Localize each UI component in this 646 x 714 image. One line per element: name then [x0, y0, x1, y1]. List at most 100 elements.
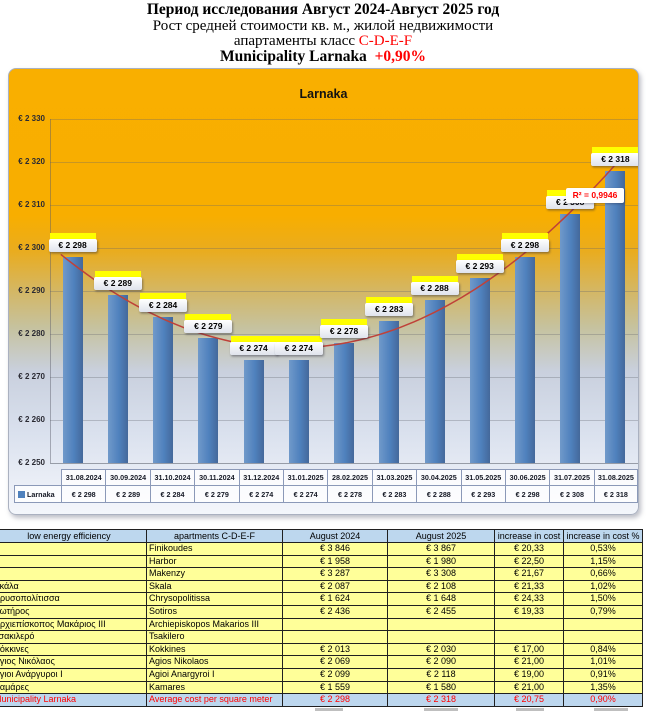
y-gridline: [50, 119, 638, 120]
table-cell: Άγιοι Ανάργυροι Ι: [0, 667, 147, 682]
data-label: € 2 279: [184, 314, 233, 334]
table-cell: 0,90%: [563, 693, 643, 707]
category-label: 31.10.2024: [149, 469, 195, 485]
table-row: Municipality Larnaka Average cost per squ…: [0, 693, 643, 707]
table-cell: 1,35%: [563, 680, 643, 695]
bar: [605, 170, 626, 463]
data-label: € 2 289: [93, 271, 142, 291]
table-cell: [0, 554, 147, 569]
data-label-value: € 2 283: [365, 303, 414, 317]
table-cell: € 1 580: [387, 680, 495, 695]
y-axis-tick-label: € 2 270: [18, 372, 45, 381]
data-label-value: € 2 284: [139, 298, 188, 312]
table-cell: € 1 648: [387, 592, 495, 606]
data-label-value: € 2 278: [320, 324, 368, 338]
y-axis-tick-label: € 2 290: [18, 286, 45, 295]
table-cell: [563, 630, 643, 644]
table-cell: [0, 567, 147, 581]
data-label-value: € 2 279: [184, 320, 233, 334]
change-percent: +0,90%: [374, 48, 427, 65]
table-cell: € 21,00: [494, 680, 564, 695]
table-row: ΣωτήροςSotiros€ 2 436€ 2 455€ 19,330,79%: [0, 604, 643, 619]
table-cell: [282, 617, 388, 632]
legend-value: € 2 298: [61, 485, 106, 503]
data-label: € 2 318: [591, 146, 638, 166]
table-cell: € 2 069: [282, 655, 388, 669]
legend-value: € 2 298: [504, 485, 550, 503]
table-cell: € 2 436: [282, 604, 388, 619]
data-label: € 2 274: [229, 335, 278, 355]
table-cell: € 21,00: [494, 655, 564, 669]
bar: [334, 342, 354, 463]
table-cell: Τσακιλερό: [0, 630, 147, 644]
table-cell: € 17,00: [494, 642, 564, 657]
table-row: ΚόκκινεςKokkines€ 2 013€ 2 030€ 17,000,8…: [0, 642, 643, 657]
y-gridline: [50, 162, 638, 163]
table-cell: € 20,75: [494, 693, 564, 707]
table-cell: 0,91%: [563, 667, 643, 682]
table-cell: € 19,00: [494, 667, 564, 682]
chart: Larnaka R² = 0,9946 31.08.2024 30.09.2024…: [8, 68, 639, 515]
table-row: ΣκάλαSkala€ 2 087€ 2 108€ 21,331,02%: [0, 579, 643, 594]
table-cell: € 2 013: [282, 642, 388, 657]
data-label-value: € 2 274: [229, 341, 278, 355]
data-label: € 2 293: [455, 254, 504, 274]
category-label: 28.02.2025: [327, 469, 372, 485]
r-squared-label: R² = 0,9946: [566, 188, 624, 203]
legend-series-name: Larnaka: [27, 489, 55, 499]
bar: [153, 316, 174, 463]
table-row: ΚαμάρεςKamares€ 1 559€ 1 580€ 21,001,35%: [0, 680, 643, 695]
bar: [107, 295, 128, 463]
table-cell: 1,02%: [563, 579, 643, 594]
chart-data-table: 31.08.2024 30.09.2024 31.10.2024 30.11.2024…: [14, 469, 638, 503]
table-cell: € 1 980: [387, 554, 495, 569]
cut-off-row-fragment: [315, 708, 343, 711]
legend-value: € 2 288: [416, 485, 461, 503]
table-row: Χρυσοπολίτισσα Chrysopolitissa € 1 624 € 1 …: [0, 592, 643, 606]
bar: [514, 256, 535, 463]
y-gridline: [50, 463, 638, 464]
table-cell: Kamares: [146, 680, 283, 695]
category-label: 30.04.2025: [416, 469, 461, 485]
table-cell: Κόκκινες: [0, 642, 147, 657]
district-price-table: low energy efficiency apartments C-D-E-F A…: [0, 529, 643, 707]
table-cell: Chrysopolitissa: [146, 592, 283, 606]
y-axis-tick-label: € 2 300: [18, 243, 45, 252]
table-cell: € 2 318: [387, 693, 495, 707]
data-label-value: € 2 298: [500, 238, 549, 252]
y-axis-tick-label: € 2 260: [18, 415, 45, 424]
category-label: 31.01.2025: [282, 469, 328, 485]
table-cell: Finikoudes: [146, 542, 283, 556]
table-row: Άγιοι Ανάργυροι Ι Agioi Anargyroi I € 2 09…: [0, 667, 643, 682]
bar: [198, 338, 219, 463]
data-label-value: € 2 288: [410, 281, 459, 295]
apartment-class-value: C-D-E-F: [358, 33, 413, 49]
category-label: 31.12.2024: [238, 469, 283, 485]
table-cell: € 2 455: [387, 604, 495, 619]
table-cell: Καμάρες: [0, 680, 147, 695]
table-cell: Σκάλα: [0, 579, 147, 594]
apartment-class-prefix: апартаменты класс: [233, 33, 359, 49]
column-header: low energy efficiency: [0, 529, 147, 543]
table-cell: [0, 542, 147, 556]
report-title-line1: Период исследования Август 2024-Август 2…: [146, 1, 500, 18]
bar: [560, 213, 581, 463]
table-cell: 1,15%: [563, 554, 643, 569]
column-header: August 2024: [282, 529, 388, 543]
table-cell: [563, 617, 643, 632]
column-header: increase in cost %: [563, 529, 643, 543]
cut-off-row-fragment: [424, 708, 458, 711]
chart-title: Larnaka: [299, 87, 348, 101]
y-axis-tick-label: € 2 250: [18, 458, 45, 467]
table-cell: € 1 559: [282, 680, 388, 695]
y-gridline: [50, 248, 638, 249]
table-cell: € 2 090: [387, 655, 495, 669]
table-cell: € 2 099: [282, 667, 388, 682]
table-cell: € 1 624: [282, 592, 388, 606]
data-label: € 2 284: [139, 292, 188, 312]
table-header-row: low energy efficiency apartments C-D-E-F A…: [0, 529, 643, 543]
table-cell: € 21,67: [494, 567, 564, 581]
category-label: 31.03.2025: [371, 469, 417, 485]
report-title-line2: Рост средней стоимости кв. м., жилой нед…: [152, 18, 494, 34]
cut-off-row-fragment: [516, 708, 544, 711]
